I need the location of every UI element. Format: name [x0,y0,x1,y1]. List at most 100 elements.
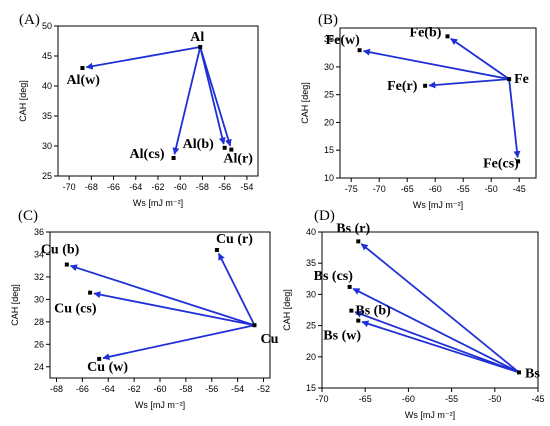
data-point [214,247,219,252]
data-point [356,318,361,323]
data-point [229,147,234,152]
y-axis-title: CAH [deg] [300,82,310,124]
y-tick-label: 45 [42,51,52,61]
y-tick-label: 32 [34,272,44,282]
panel-label: (B) [318,12,338,28]
x-tick-label: -54 [240,182,253,192]
x-axis-title: Ws [mJ m⁻²] [135,400,185,410]
y-axis-title: CAH [deg] [282,289,292,331]
x-tick-label: -70 [373,184,386,194]
x-tick-label: -70 [315,394,328,404]
y-tick-label: 26 [34,339,44,349]
point-label: Cu (b) [41,243,80,258]
y-tick-label: 20 [324,117,334,127]
y-tick-label: 36 [34,227,44,237]
arrow-fe-cs- [508,79,521,159]
x-tick-label: -55 [457,184,470,194]
chart-panel-1: -70 -68 -66 -64 -62 -60 -58 -56 -54 25 30 35 40 45 50 W… [18,12,259,208]
point-label: Bs [525,366,540,381]
x-tick-label: -75 [345,184,358,194]
data-point [445,34,450,39]
arrow-bs-b- [354,310,520,374]
point-label: Fe [514,72,529,87]
y-tick-label: 35 [306,258,316,268]
x-tick-label: -50 [485,184,498,194]
data-point [349,308,354,313]
x-tick-label: -55 [445,394,458,404]
data-point [171,156,176,160]
point-label: Al(cs) [130,147,165,162]
x-tick-label: -60 [402,394,415,404]
point-label: Bs (b) [355,304,391,319]
x-tick-label: -50 [488,394,501,404]
x-tick-label: -60 [153,384,166,394]
point-label: Cu (cs) [54,302,97,317]
point-label: Al(w) [66,73,100,88]
x-tick-label: -56 [205,384,218,394]
y-tick-label: 40 [306,227,316,237]
point-label: Bs (w) [323,329,361,344]
x-tick-label: -58 [179,384,192,394]
plot-frame [321,231,539,389]
x-tick-label: -45 [531,394,544,404]
x-tick-label: -66 [76,384,89,394]
data-point [80,66,85,70]
data-point [347,284,352,289]
x-tick-label: -54 [231,384,244,394]
y-tick-label: 35 [324,34,334,44]
y-tick-label: 28 [34,317,44,327]
y-tick-label: 35 [42,111,52,121]
arrow-fe-b- [450,37,510,80]
x-tick-label: -60 [174,182,187,192]
data-point [516,159,521,164]
y-tick-label: 30 [42,141,52,151]
point-label: Fe(w) [326,33,361,48]
data-point [64,262,69,267]
data-point [357,48,362,53]
x-tick-label: -62 [151,182,164,192]
y-tick-label: 30 [324,62,334,72]
y-tick-label: 15 [306,383,316,393]
arrow-bs-cs- [352,287,520,374]
panel-label: (D) [314,208,335,224]
x-axis-title: Ws [mJ m⁻²] [413,200,463,210]
chart-panel-3: -68 -66 -64 -62 -60 -58 -56 -54 -52 24 26 28 30 32 34 3… [10,208,279,410]
data-point [507,77,512,82]
y-tick-label: 25 [306,321,316,331]
x-tick-label: -64 [102,384,115,394]
y-tick-label: 30 [306,289,316,299]
data-point [88,290,93,295]
point-label: Bs (cs) [314,269,354,284]
x-tick-label: -60 [429,184,442,194]
data-point [516,370,521,375]
data-point [252,323,257,328]
x-tick-label: -65 [401,184,414,194]
point-label: Cu (w) [87,360,128,375]
arrow-al-b- [199,46,226,145]
x-tick-label: -70 [63,182,76,192]
y-axis-title: CAH [deg] [18,80,28,122]
arrow-fe-r- [428,78,510,89]
x-tick-label: -62 [128,384,141,394]
y-tick-label: 40 [42,81,52,91]
x-tick-label: -64 [129,182,142,192]
x-tick-label: -58 [196,182,209,192]
arrow-al-r- [199,46,232,147]
arrow-cu-r- [217,252,256,326]
point-label: Fe(cs) [483,156,519,171]
data-point [423,83,428,88]
x-tick-label: -56 [218,182,231,192]
panel-label: (C) [18,208,38,224]
data-point [198,45,203,49]
point-label: Al(r) [223,152,253,167]
x-tick-label: -68 [85,182,98,192]
y-tick-label: 10 [324,173,334,183]
arrow-cu-b- [69,264,255,327]
x-tick-label: -52 [257,384,270,394]
point-label: Fe(b) [410,25,442,40]
arrow-fe-w- [362,48,510,80]
arrow-bs-w- [361,320,520,374]
y-tick-label: 30 [34,294,44,304]
point-label: Bs (r) [336,221,370,236]
